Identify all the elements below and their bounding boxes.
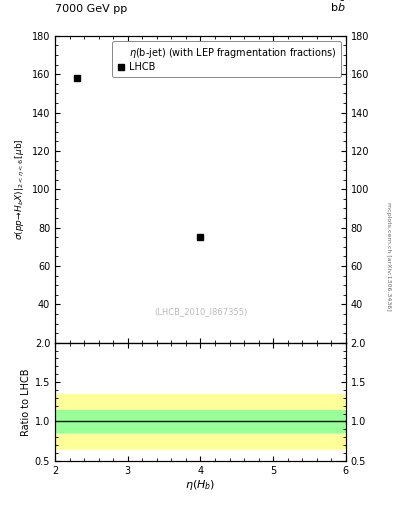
Text: b$\bar{b}$: b$\bar{b}$ bbox=[330, 0, 346, 14]
Y-axis label: Ratio to LHCB: Ratio to LHCB bbox=[20, 368, 31, 436]
Text: mcplots.cern.ch [arXiv:1306.3436]: mcplots.cern.ch [arXiv:1306.3436] bbox=[386, 202, 391, 310]
Bar bbox=[55, 410, 346, 433]
Text: 7000 GeV pp: 7000 GeV pp bbox=[55, 5, 127, 14]
Legend: $\eta$(b-jet) (with LEP fragmentation fractions), LHCB: $\eta$(b-jet) (with LEP fragmentation fr… bbox=[112, 40, 341, 77]
X-axis label: $\eta(H_b)$: $\eta(H_b)$ bbox=[185, 478, 216, 493]
Y-axis label: $\sigma(pp\!\rightarrow\!H_b X)|_{2<\eta<6}\,[\mu\text{b}]$: $\sigma(pp\!\rightarrow\!H_b X)|_{2<\eta… bbox=[15, 139, 28, 240]
Text: (LHCB_2010_I867355): (LHCB_2010_I867355) bbox=[154, 308, 247, 316]
Bar bbox=[55, 394, 346, 449]
